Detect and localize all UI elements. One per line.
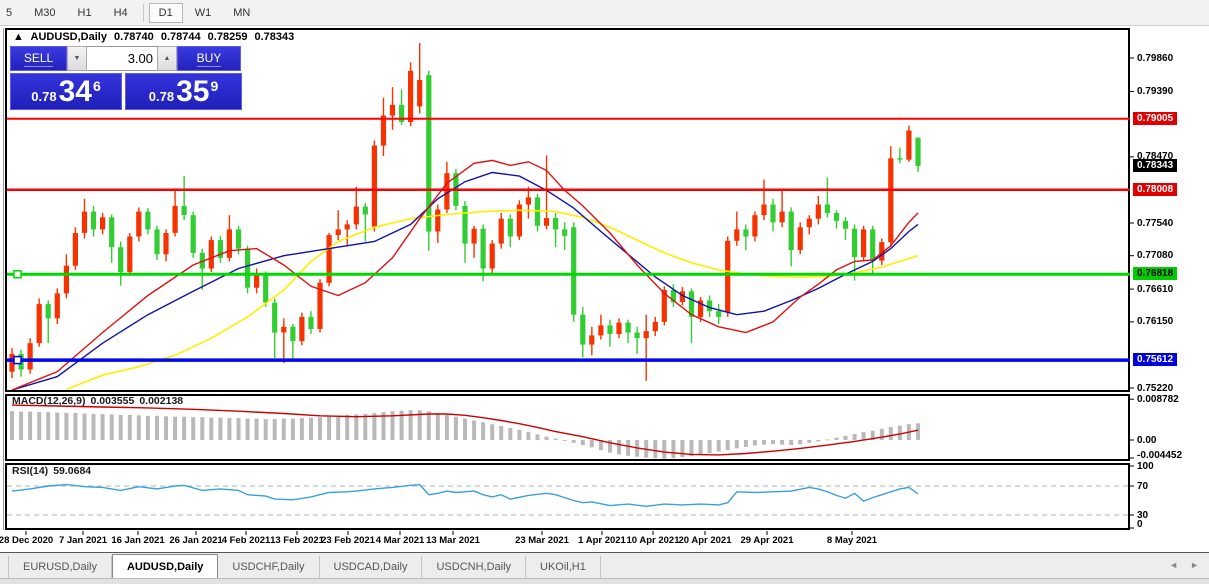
date-tick-label: 4 Feb 2021	[221, 535, 271, 546]
buy-price-display[interactable]: 0.78 35 9	[125, 73, 242, 110]
date-tick-label: 13 Feb 2021	[270, 535, 324, 546]
price-tick-label: 0.77080	[1137, 250, 1174, 262]
timeframe-button-m30[interactable]: M30	[34, 6, 56, 19]
status-bar	[0, 578, 1209, 584]
date-tick-label: 10 Apr 2021	[626, 535, 680, 546]
window-left-edge	[3, 28, 4, 530]
chart-tab-eurusd[interactable]: EURUSD,Daily	[8, 556, 112, 579]
buy-price-prefix: 0.78	[148, 89, 175, 104]
macd-scale-label: 0.008782	[1137, 393, 1179, 405]
volume-increment-button[interactable]: ▲	[157, 46, 177, 71]
macd-scale-label: 0.00	[1137, 434, 1157, 446]
sell-price-pip: 6	[92, 78, 101, 94]
price-tick-label: 0.79860	[1137, 52, 1174, 64]
date-tick-label: 1 Apr 2021	[578, 535, 626, 546]
spin-down-icon: ▼	[73, 55, 81, 62]
chart-tab-usdchf[interactable]: USDCHF,Daily	[218, 556, 320, 579]
close-value: 0.78343	[254, 31, 295, 43]
spin-up-icon: ▲	[163, 55, 171, 62]
rsi-panel[interactable]	[5, 463, 1130, 530]
price-level-badge: 0.79005	[1133, 111, 1178, 125]
one-click-trading-panel: SELL ▼ ▲ BUY 0.78 34 6 0.78 35 9	[10, 46, 242, 110]
high-value: 0.78744	[160, 31, 201, 43]
price-level-badge: 0.75612	[1133, 353, 1178, 367]
price-tick-label: 0.78470	[1137, 151, 1174, 163]
chart-tab-usdcnh[interactable]: USDCNH,Daily	[422, 556, 527, 579]
rsi-scale-label: 100	[1137, 460, 1154, 472]
price-tick-label: 0.76610	[1137, 283, 1174, 295]
price-tick-label: 0.79390	[1137, 85, 1174, 97]
volume-input[interactable]	[87, 46, 157, 71]
toolbar-separator	[142, 3, 144, 22]
chart-tab-ukoil[interactable]: UKOil,H1	[526, 556, 601, 579]
price-tick-label: 0.75220	[1137, 382, 1174, 394]
tab-scroll-left-icon[interactable]: ◄	[1169, 560, 1179, 570]
date-tick-label: 28 Dec 2020	[0, 535, 54, 546]
buy-price-pip: 9	[210, 78, 219, 94]
low-value: 0.78259	[207, 31, 248, 43]
macd-signal-value: 0.002138	[139, 395, 184, 407]
chart-title: ▲ AUDUSD,Daily 0.78740 0.78744 0.78259 0…	[13, 31, 298, 43]
date-tick-label: 23 Mar 2021	[515, 535, 569, 546]
sell-price-display[interactable]: 0.78 34 6	[10, 73, 123, 110]
rsi-name: RSI(14)	[12, 465, 49, 477]
collapse-triangle-icon[interactable]: ▲	[13, 31, 24, 43]
timeframe-button-w1[interactable]: W1	[194, 6, 212, 19]
symbol-period-label: AUDUSD,Daily	[30, 31, 107, 43]
date-tick-label: 8 May 2021	[826, 535, 878, 546]
date-tick-label: 29 Apr 2021	[740, 535, 794, 546]
rsi-scale-label: 70	[1137, 480, 1149, 492]
price-tick-label: 0.76150	[1137, 316, 1174, 328]
chart-tab-bar: EURUSD,Daily AUDUSD,Daily USDCHF,Daily USDC…	[0, 552, 1209, 579]
sell-price-big: 34	[58, 75, 92, 108]
macd-main-value: 0.003555	[90, 395, 135, 407]
buy-price-big: 35	[176, 75, 210, 108]
date-tick-label: 13 Mar 2021	[426, 535, 480, 546]
timeframe-button-d1[interactable]: D1	[148, 2, 183, 23]
open-value: 0.78740	[114, 31, 154, 43]
date-tick-label: 4 Mar 2021	[375, 535, 425, 546]
tab-scroll-right-icon[interactable]: ►	[1190, 560, 1199, 570]
macd-scale-label: -0.004452	[1137, 449, 1183, 461]
date-tick-label: 26 Jan 2021	[169, 535, 223, 546]
timeframe-button-mn[interactable]: MN	[233, 6, 251, 19]
price-tick-label: 0.77540	[1137, 217, 1174, 229]
date-tick-label: 20 Apr 2021	[678, 535, 732, 546]
date-tick-label: 7 Jan 2021	[58, 535, 108, 546]
sell-price-prefix: 0.78	[31, 89, 57, 104]
price-level-badge: 0.78008	[1133, 182, 1178, 196]
timeframe-button-h4[interactable]: H4	[113, 6, 128, 19]
price-level-badge: 0.76818	[1133, 267, 1178, 281]
macd-indicator-label: MACD(12,26,9) 0.003555 0.002138	[12, 395, 188, 407]
rsi-scale-label: 0	[1137, 518, 1143, 530]
rsi-scale-label: 30	[1137, 509, 1149, 521]
buy-button-label: BUY	[196, 50, 222, 67]
buy-button[interactable]: BUY	[177, 46, 241, 71]
rsi-value: 59.0684	[53, 465, 92, 477]
time-axis-strip	[5, 531, 1209, 552]
sell-button-label: SELL	[23, 50, 54, 67]
chart-tab-audusd[interactable]: AUDUSD,Daily	[111, 554, 219, 579]
sell-button[interactable]: SELL	[10, 46, 67, 71]
chart-tab-usdcad[interactable]: USDCAD,Daily	[320, 556, 423, 579]
timeframe-button-5[interactable]: 5	[6, 6, 13, 19]
date-tick-label: 23 Feb 2021	[321, 535, 375, 546]
date-tick-label: 16 Jan 2021	[111, 535, 165, 546]
volume-decrement-button[interactable]: ▼	[67, 46, 87, 71]
rsi-indicator-label: RSI(14) 59.0684	[12, 465, 96, 477]
price-level-badge: 0.78343	[1133, 158, 1178, 172]
macd-name: MACD(12,26,9)	[12, 395, 86, 407]
timeframe-button-h1[interactable]: H1	[77, 6, 92, 19]
timeframe-toolbar: 5 M30 H1 H4 D1 W1 MN	[0, 0, 1209, 26]
